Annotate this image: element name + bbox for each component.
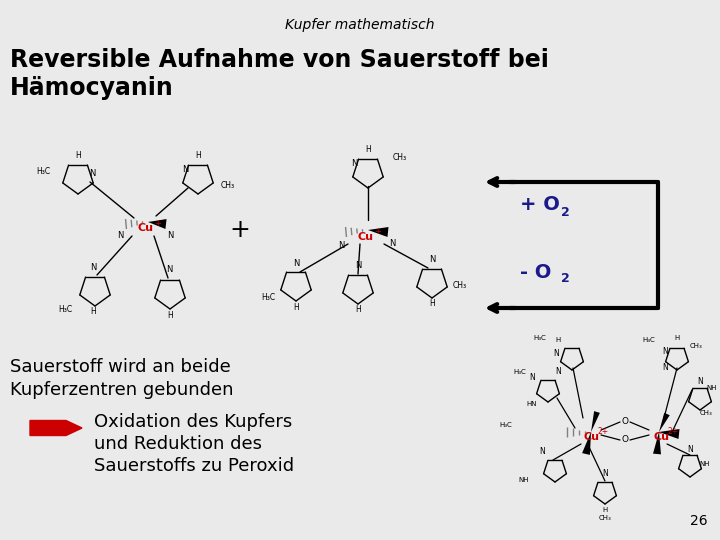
Text: N: N <box>355 260 361 269</box>
Text: 26: 26 <box>690 514 708 528</box>
Text: Sauerstoffs zu Peroxid: Sauerstoffs zu Peroxid <box>94 457 294 475</box>
Text: H₃C: H₃C <box>534 335 546 341</box>
Text: H: H <box>355 306 361 314</box>
Polygon shape <box>582 432 591 455</box>
Text: N: N <box>602 469 608 477</box>
Polygon shape <box>659 413 670 432</box>
Text: Cu: Cu <box>653 432 669 442</box>
Text: N: N <box>182 165 188 174</box>
Text: H: H <box>90 307 96 316</box>
Text: CH₃: CH₃ <box>221 180 235 190</box>
Text: Cu: Cu <box>138 223 154 233</box>
Text: 2+: 2+ <box>667 428 678 436</box>
Text: CH₃: CH₃ <box>690 343 703 349</box>
Text: H₃C: H₃C <box>643 337 655 343</box>
Text: N: N <box>89 170 95 179</box>
Text: H: H <box>555 337 561 343</box>
Text: N: N <box>338 240 344 249</box>
Text: +: + <box>374 227 382 237</box>
Text: N: N <box>429 255 435 265</box>
Text: Reversible Aufnahme von Sauerstoff bei: Reversible Aufnahme von Sauerstoff bei <box>10 48 549 72</box>
Text: H: H <box>365 145 371 154</box>
Text: Oxidation des Kupfers: Oxidation des Kupfers <box>94 413 292 431</box>
Text: N: N <box>90 264 96 273</box>
Text: + O: + O <box>520 195 560 214</box>
Text: CH₃: CH₃ <box>598 515 611 521</box>
Text: H₃C: H₃C <box>513 369 526 375</box>
Text: H₃C: H₃C <box>261 294 275 302</box>
Text: H: H <box>675 335 680 341</box>
Text: O: O <box>621 435 629 444</box>
Text: Cu: Cu <box>583 432 599 442</box>
Text: H: H <box>75 152 81 160</box>
Text: H: H <box>167 310 173 320</box>
Text: Hämocyanin: Hämocyanin <box>10 76 174 100</box>
Text: N: N <box>529 374 535 382</box>
Text: HN: HN <box>527 401 537 407</box>
Text: 2+: 2+ <box>598 428 608 436</box>
Text: - O: - O <box>520 262 552 281</box>
Text: H₃C: H₃C <box>500 422 513 428</box>
Text: H₃C: H₃C <box>58 306 72 314</box>
Text: O: O <box>621 417 629 427</box>
Text: CH₃: CH₃ <box>700 410 712 416</box>
Text: +: + <box>155 219 161 227</box>
Text: CH₃: CH₃ <box>393 153 407 163</box>
Text: N: N <box>166 266 172 274</box>
Text: Cu: Cu <box>358 232 374 242</box>
Text: N: N <box>117 232 123 240</box>
Polygon shape <box>659 429 680 439</box>
Text: NH: NH <box>518 477 529 483</box>
Text: N: N <box>389 239 395 247</box>
Text: N: N <box>697 377 703 387</box>
Text: +: + <box>230 218 251 242</box>
Text: N: N <box>687 446 693 455</box>
Text: H: H <box>429 300 435 308</box>
Text: N: N <box>662 362 668 372</box>
Text: NH: NH <box>707 385 717 391</box>
Polygon shape <box>591 411 600 432</box>
Text: N: N <box>662 348 668 356</box>
Text: N: N <box>351 159 357 167</box>
Text: 2: 2 <box>561 206 570 219</box>
Text: N: N <box>293 259 300 267</box>
Polygon shape <box>653 432 661 454</box>
Text: H: H <box>293 302 299 312</box>
Text: N: N <box>167 231 174 240</box>
Polygon shape <box>368 227 389 237</box>
Text: Sauerstoff wird an beide: Sauerstoff wird an beide <box>10 358 230 376</box>
Text: CH₃: CH₃ <box>453 280 467 289</box>
Text: H: H <box>603 507 608 513</box>
Text: N: N <box>553 348 559 357</box>
Text: H: H <box>195 152 201 160</box>
Text: Kupfer mathematisch: Kupfer mathematisch <box>285 18 435 32</box>
Text: Kupferzentren gebunden: Kupferzentren gebunden <box>10 381 233 399</box>
Text: N: N <box>555 367 561 375</box>
Text: N: N <box>539 448 545 456</box>
Text: H₃C: H₃C <box>36 166 50 176</box>
Polygon shape <box>148 219 166 229</box>
Text: NH: NH <box>700 461 710 467</box>
Text: 2: 2 <box>561 273 570 286</box>
Text: und Reduktion des: und Reduktion des <box>94 435 262 453</box>
FancyArrow shape <box>30 421 82 435</box>
